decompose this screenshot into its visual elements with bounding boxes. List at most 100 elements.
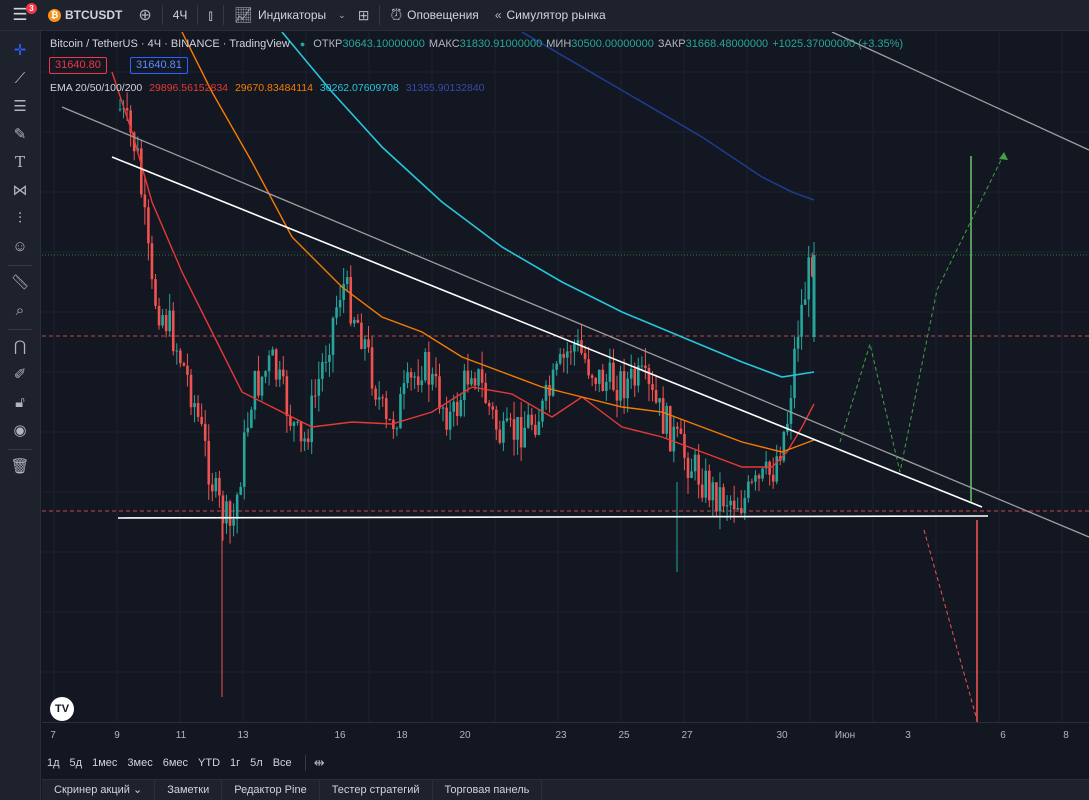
candle-body	[782, 431, 786, 461]
candle-body	[601, 369, 605, 391]
replay-button[interactable]: « Симулятор рынка	[487, 0, 614, 31]
candle-body	[750, 481, 754, 483]
candle-body	[360, 322, 363, 349]
ema-legend[interactable]: EMA 20/50/100/200 29896.56152834 29670.8…	[50, 82, 489, 94]
candle-body	[306, 438, 310, 443]
candle-body	[242, 432, 246, 487]
bottom-tab[interactable]: Заметки	[155, 779, 223, 800]
candle-body	[495, 409, 498, 430]
candle-body	[328, 354, 331, 362]
candle-body	[637, 365, 640, 386]
open-label: ОТКР	[313, 38, 343, 50]
date-range-icon[interactable]: ⇹	[313, 754, 325, 770]
range-button[interactable]: 1г	[230, 756, 241, 769]
buy-price-button[interactable]: 31640.81	[130, 57, 188, 74]
candle-body	[608, 362, 612, 382]
candle-body	[463, 370, 466, 401]
range-button[interactable]: 6мес	[162, 756, 189, 769]
compare-button[interactable]: ⊕	[130, 0, 159, 31]
brush-tool[interactable]: ✎	[0, 121, 40, 147]
candle-body	[345, 277, 349, 284]
sell-price-button[interactable]: 31640.80	[49, 57, 107, 74]
low-value: 30500.00000000	[571, 38, 654, 50]
candle-body	[118, 109, 122, 111]
remove-drawings-tool[interactable]: 🗑︎	[0, 453, 40, 479]
range-button[interactable]: YTD	[198, 756, 221, 769]
chart-pane[interactable]	[42, 32, 1089, 722]
trend-line-icon: ⟋	[14, 69, 26, 87]
text-icon: T	[14, 153, 25, 171]
range-button[interactable]: 3мес	[127, 756, 153, 769]
candle-body	[370, 347, 374, 389]
time-tick: 18	[396, 730, 408, 741]
close-label: ЗАКР	[657, 38, 686, 50]
zoom-tool[interactable]: ⌕	[0, 297, 40, 323]
candle-body	[516, 416, 519, 440]
templates-button[interactable]: ⊞	[350, 0, 378, 31]
text-tool[interactable]: T	[0, 149, 40, 175]
icons-tool[interactable]: ☺	[0, 233, 40, 259]
magnet-tool[interactable]: ⋂	[0, 333, 40, 359]
candle-body	[502, 420, 505, 443]
range-button[interactable]: 5д	[69, 756, 83, 769]
bottom-tab[interactable]: Торговая панель	[433, 779, 543, 800]
candle-body	[395, 428, 399, 430]
candle-body	[715, 482, 718, 512]
candle-body	[399, 394, 402, 429]
time-tick: 30	[776, 730, 788, 741]
interval-button[interactable]: 4Ч	[165, 0, 196, 31]
bitcoin-icon: ₿	[48, 8, 61, 22]
market-status-icon: ●	[299, 39, 306, 49]
stay-drawing-tool[interactable]: ✐	[0, 361, 40, 387]
time-tick: 7	[50, 730, 56, 741]
candle-body	[676, 426, 679, 429]
candle-body	[402, 383, 406, 395]
notification-badge: 3	[26, 2, 37, 14]
lock-drawings-tool[interactable]: 🔓︎	[0, 389, 40, 415]
candle-body	[271, 349, 274, 356]
tradingview-logo[interactable]: TV	[50, 697, 74, 721]
range-button[interactable]: Все	[272, 756, 292, 769]
bottom-tab[interactable]: Скринер акций ⌄	[42, 779, 156, 800]
time-axis[interactable]: 7 9 11 13 16 18 20 23 25 27 30 Июн 3 6 8	[42, 722, 1089, 748]
ruler-icon: 📏︎	[10, 274, 30, 291]
candle-body	[509, 418, 512, 420]
range-button[interactable]: 1мес	[92, 756, 118, 769]
range-button[interactable]: 5л	[250, 756, 263, 769]
indicators-dropdown[interactable]: ⌄	[334, 0, 350, 31]
candle-body	[612, 362, 615, 391]
hide-drawings-tool[interactable]: ◉	[0, 417, 40, 443]
ema20-line	[111, 71, 815, 468]
fib-tool[interactable]: ☰	[0, 93, 40, 119]
candle-body	[668, 405, 672, 452]
bottom-tab[interactable]: Редактор Pine	[222, 779, 320, 800]
chart-type-button[interactable]: ⫾	[200, 0, 220, 31]
replay-label: Симулятор рынка	[506, 8, 606, 22]
indicators-button[interactable]: 📈︎ Индикаторы	[226, 0, 334, 31]
candle-body	[157, 305, 161, 326]
candle-body	[161, 315, 164, 326]
pattern-tool[interactable]: ⋈	[0, 177, 40, 203]
trend-line-tool[interactable]: ⟋	[0, 65, 40, 91]
candle-body	[182, 363, 186, 366]
candle-body	[810, 257, 814, 277]
candle-body	[761, 468, 764, 479]
range-button[interactable]: 1д	[47, 756, 60, 769]
candle-body	[367, 339, 370, 348]
candle-body	[647, 368, 651, 385]
symbol-search-button[interactable]: ₿ BTCUSDT	[40, 0, 130, 31]
bottom-tab[interactable]: Тестер стратегий	[320, 779, 433, 800]
candle-body	[186, 365, 189, 375]
candle-body	[150, 243, 154, 280]
alerts-button[interactable]: ⏰︎ Оповещения	[382, 0, 486, 31]
brush-icon: ✎	[13, 126, 27, 143]
price-chart[interactable]	[42, 32, 1089, 722]
ruler-tool[interactable]: 📏︎	[0, 269, 40, 295]
candle-body	[466, 370, 470, 385]
candle-body	[267, 355, 271, 372]
candle-body	[569, 351, 573, 353]
forecast-tool[interactable]: ⫶	[0, 205, 40, 231]
crosshair-tool[interactable]: ✛	[0, 37, 40, 63]
main-menu-button[interactable]: ☰ 3	[0, 0, 40, 31]
candle-body	[445, 407, 448, 430]
